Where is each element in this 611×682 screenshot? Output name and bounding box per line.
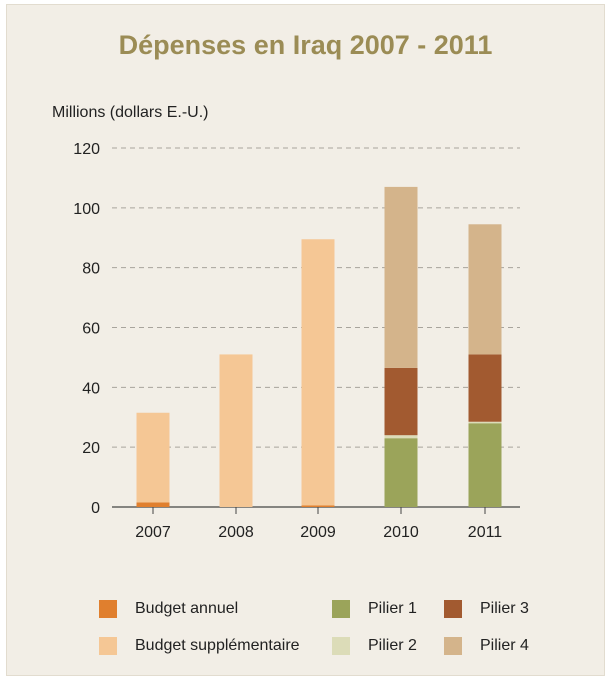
y-tick-label: 20	[82, 440, 100, 457]
bar-segment	[468, 423, 502, 507]
bar-segment	[301, 505, 335, 507]
bar-segment	[468, 224, 502, 355]
bar-segment	[384, 186, 418, 368]
y-tick-label: 80	[82, 261, 100, 278]
x-tick-label: 2011	[468, 524, 503, 541]
bar-segment	[468, 354, 502, 422]
y-tick-label: 0	[91, 500, 100, 517]
bar-segment	[384, 435, 418, 439]
bar-segment	[136, 412, 170, 503]
y-tick-label: 40	[82, 380, 100, 397]
y-tick-label: 60	[82, 321, 100, 338]
chart-title: Dépenses en Iraq 2007 - 2011	[118, 30, 493, 60]
y-axis-label: Millions (dollars E.-U.)	[52, 104, 209, 121]
bar-segment	[301, 239, 335, 506]
bar-segment	[219, 354, 253, 507]
bar-segment	[384, 367, 418, 436]
y-tick-label: 100	[73, 201, 100, 218]
x-tick-label: 2008	[218, 524, 254, 541]
x-tick-label: 2007	[135, 524, 171, 541]
bar-segment	[384, 438, 418, 507]
x-tick-label: 2010	[383, 524, 419, 541]
bar-segment	[468, 421, 502, 424]
y-tick-label: 120	[73, 141, 100, 158]
bar-segment	[136, 502, 170, 507]
x-tick-label: 2009	[300, 524, 336, 541]
